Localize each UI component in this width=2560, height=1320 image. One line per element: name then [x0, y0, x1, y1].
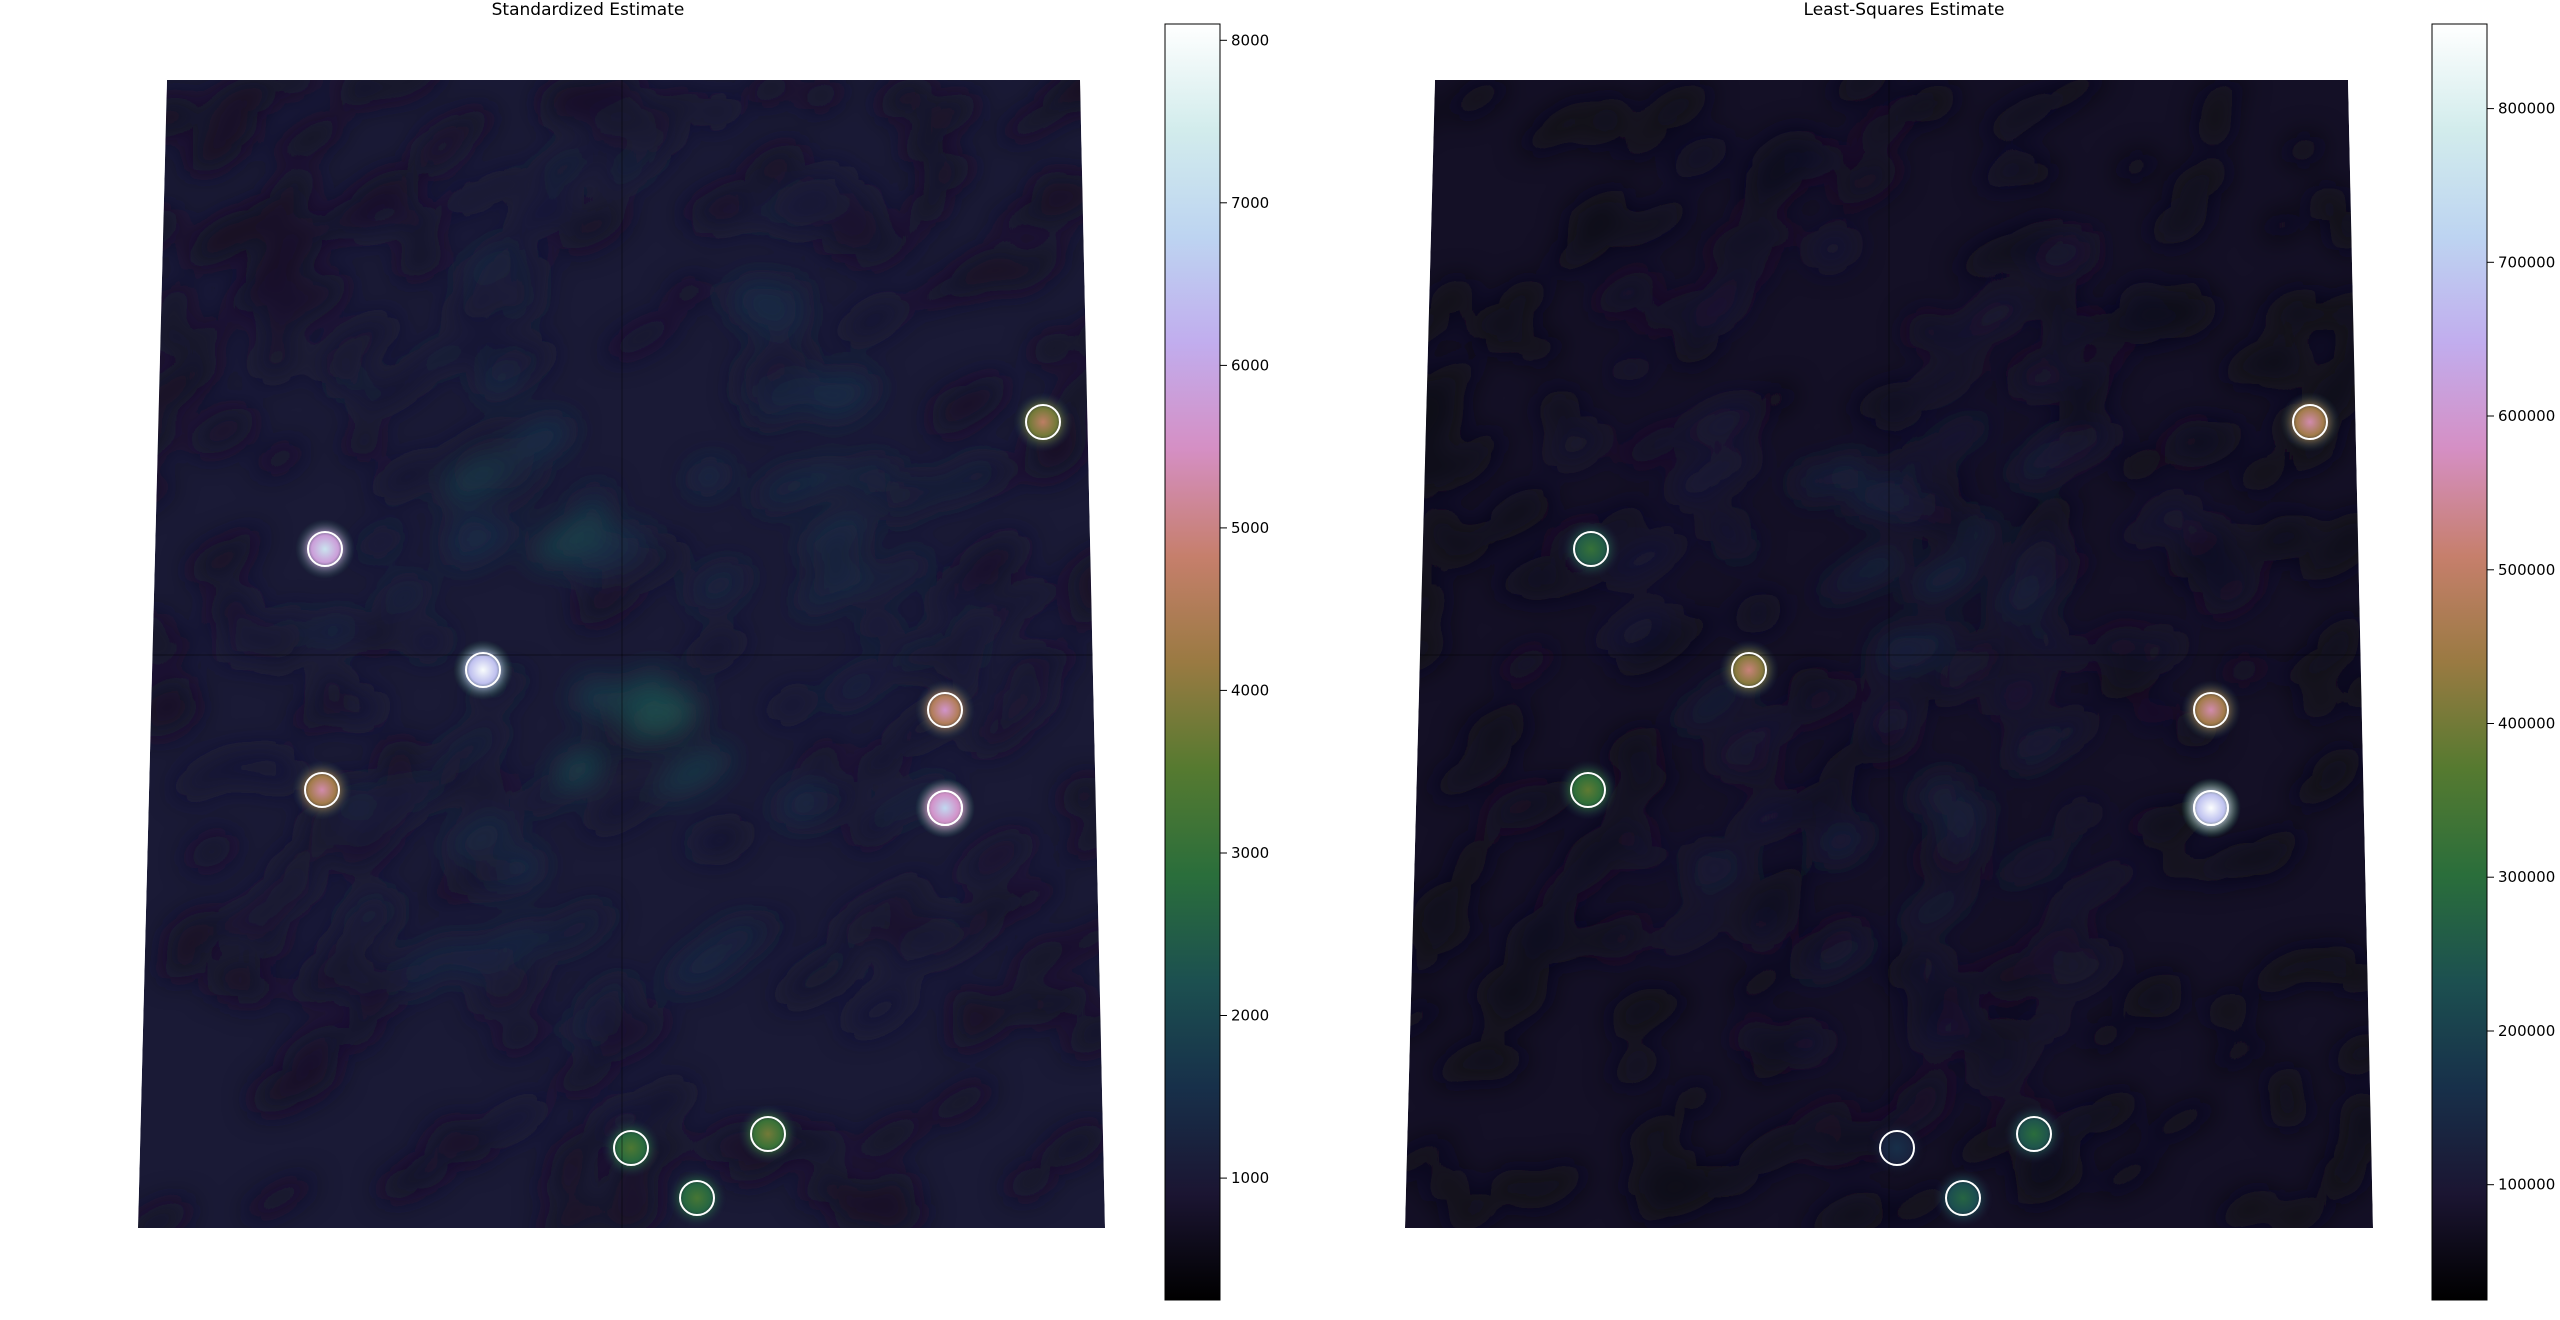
source-ring	[2016, 1116, 2052, 1152]
colorbar-tick-label: 7000	[1231, 194, 1269, 212]
colorbar-tick-label: 300000	[2498, 868, 2555, 886]
least-squares-colorbar: 100000 200000 300000 400000 500000 600000 7000…	[2431, 23, 2555, 1301]
source-blob	[2004, 1104, 2064, 1164]
source-ring	[927, 692, 963, 728]
heatmap-field	[138, 80, 1105, 1228]
source-ring	[2292, 404, 2328, 440]
source-ring	[2193, 790, 2229, 826]
source-blob	[1867, 1118, 1927, 1178]
source-blob	[1013, 392, 1073, 452]
source-ring	[465, 652, 501, 688]
source-ring	[1731, 652, 1767, 688]
source-ring	[304, 772, 340, 808]
colorbar-tick-label: 600000	[2498, 407, 2555, 425]
colorbar-tick-label: 100000	[2498, 1176, 2555, 1194]
colorbar-gradient	[1164, 23, 1221, 1301]
colorbar-gradient	[2431, 23, 2488, 1301]
source-ring	[1570, 772, 1606, 808]
colorbar-tick-label: 500000	[2498, 561, 2555, 579]
colorbar-tick-label: 8000	[1231, 31, 1269, 49]
heatmap-field	[1405, 80, 2373, 1228]
source-ring	[307, 531, 343, 567]
source-blob	[1561, 519, 1621, 579]
source-ring	[1945, 1180, 1981, 1216]
source-blob	[738, 1104, 798, 1164]
source-blob	[295, 519, 355, 579]
source-ring	[1573, 531, 1609, 567]
colorbar-tick-label: 2000	[1231, 1007, 1269, 1025]
source-blob	[667, 1168, 727, 1228]
colorbar-tick-label: 200000	[2498, 1022, 2555, 1040]
standardized-panel: Standardized Estimate 1000 2000 3000 4000 50…	[138, 0, 1269, 1301]
source-ring	[2193, 692, 2229, 728]
source-blob	[453, 640, 513, 700]
colorbar-tick-label: 400000	[2498, 715, 2555, 733]
least-squares-heatmap	[1405, 80, 2373, 1228]
source-blob	[2280, 392, 2340, 452]
source-blob	[915, 680, 975, 740]
source-blob	[292, 760, 352, 820]
source-blob	[1719, 640, 1779, 700]
source-ring	[679, 1180, 715, 1216]
standardized-title: Standardized Estimate	[492, 0, 685, 20]
source-ring	[1025, 404, 1061, 440]
standardized-colorbar: 1000 2000 3000 4000 5000 6000 7000 8000	[1164, 23, 1269, 1301]
source-blob	[2181, 778, 2241, 838]
source-blob	[915, 778, 975, 838]
colorbar-tick-label: 1000	[1231, 1169, 1269, 1187]
colorbar-tick-label: 800000	[2498, 100, 2555, 118]
source-blob	[601, 1118, 661, 1178]
source-ring	[1879, 1130, 1915, 1166]
least-squares-title: Least-Squares Estimate	[1804, 0, 2005, 20]
colorbar-tick-label: 5000	[1231, 519, 1269, 537]
colorbar-tick-label: 3000	[1231, 844, 1269, 862]
least-squares-panel: Least-Squares Estimate 100000 200000 30000…	[1405, 0, 2555, 1301]
source-ring	[927, 790, 963, 826]
standardized-heatmap	[138, 80, 1105, 1228]
colorbar-tick-label: 4000	[1231, 681, 1269, 699]
source-blob	[1558, 760, 1618, 820]
source-ring	[750, 1116, 786, 1152]
colorbar-tick-label: 6000	[1231, 356, 1269, 374]
source-blob	[1933, 1168, 1993, 1228]
source-blob	[2181, 680, 2241, 740]
colorbar-tick-label: 700000	[2498, 253, 2555, 271]
source-ring	[613, 1130, 649, 1166]
